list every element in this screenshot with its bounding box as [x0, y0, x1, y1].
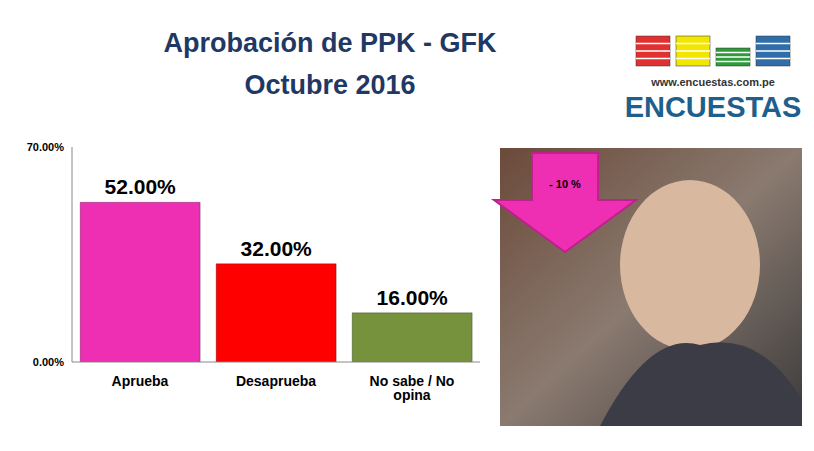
svg-text:No sabe / Noopina: No sabe / Noopina: [370, 373, 455, 403]
html-text:Octubre 2016: Octubre 2016: [244, 70, 416, 100]
svg-text:32.00%: 32.00%: [241, 237, 313, 260]
svg-text:0.00%: 0.00%: [33, 356, 64, 368]
svg-text:Desaprueba: Desaprueba: [236, 373, 316, 389]
svg-text:70.00%: 70.00%: [27, 141, 65, 153]
svg-text:16.00%: 16.00%: [377, 286, 449, 309]
html-text:Aprobación de PPK - GFK: Aprobación de PPK - GFK: [163, 28, 497, 58]
svg-text:www.encuestas.com.pe: www.encuestas.com.pe: [650, 76, 775, 88]
svg-text:ENCUESTAS: ENCUESTAS: [625, 91, 802, 123]
svg-text:Aprueba: Aprueba: [112, 373, 169, 389]
svg-text:- 10 %: - 10 %: [549, 178, 581, 190]
svg-text:52.00%: 52.00%: [105, 175, 177, 198]
